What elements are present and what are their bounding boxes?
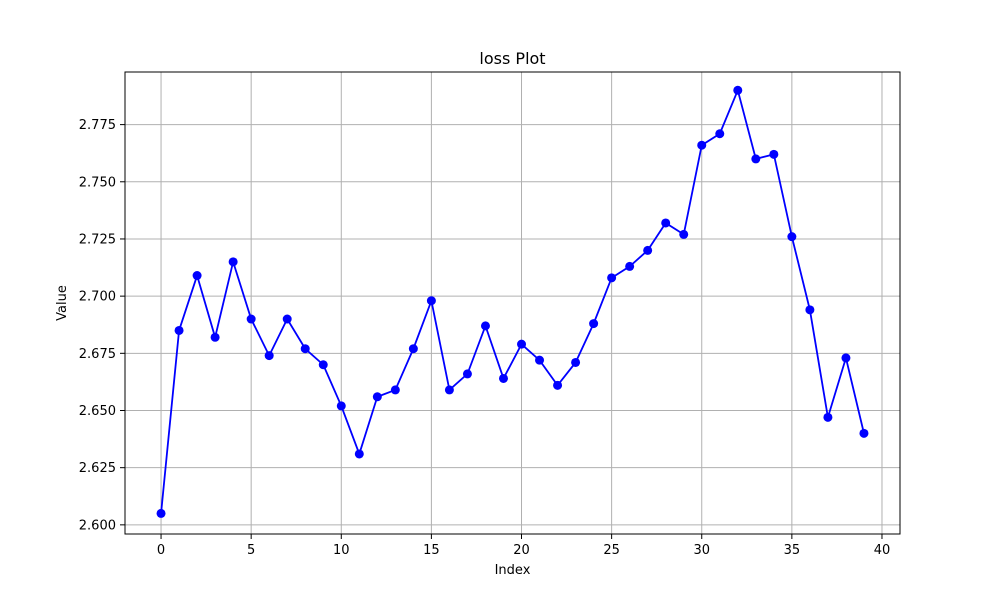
y-axis-ticks: 2.600 2.625 2.650 2.675 2.700 2.725 2.750 2.775 <box>79 118 125 533</box>
y-tick-label: 2.725 <box>79 232 116 247</box>
data-point <box>480 321 490 331</box>
data-point <box>517 339 527 349</box>
data-point <box>156 508 166 518</box>
data-point <box>787 232 797 242</box>
data-point <box>589 319 599 329</box>
data-point <box>679 229 689 239</box>
data-point <box>444 385 454 395</box>
data-point <box>282 314 292 324</box>
data-point <box>823 412 833 422</box>
data-point <box>607 273 617 283</box>
y-tick-label: 2.775 <box>79 118 116 133</box>
data-point <box>300 344 310 354</box>
data-point <box>841 353 851 363</box>
x-tick-label: 25 <box>603 543 620 558</box>
data-point <box>715 129 725 139</box>
data-point <box>733 85 743 95</box>
data-point <box>318 360 328 370</box>
data-point <box>553 380 563 390</box>
x-tick-label: 15 <box>423 543 440 558</box>
x-tick-label: 5 <box>247 543 255 558</box>
data-point <box>174 325 184 335</box>
x-tick-label: 30 <box>693 543 710 558</box>
data-point <box>228 257 238 267</box>
data-point <box>661 218 671 228</box>
chart-title: loss Plot <box>479 49 545 68</box>
data-point <box>390 385 400 395</box>
data-point <box>372 392 382 402</box>
y-tick-label: 2.600 <box>79 518 116 533</box>
data-point <box>498 373 508 383</box>
x-tick-label: 35 <box>784 543 801 558</box>
data-point <box>535 355 545 365</box>
x-axis-label: Index <box>495 563 531 578</box>
x-tick-label: 10 <box>333 543 350 558</box>
series-points <box>156 85 869 518</box>
data-point <box>264 351 274 361</box>
data-point <box>859 428 869 438</box>
x-axis-ticks: 0 5 10 15 20 25 30 35 40 <box>157 534 890 558</box>
data-point <box>354 449 364 459</box>
x-tick-label: 40 <box>874 543 891 558</box>
y-tick-label: 2.750 <box>79 175 116 190</box>
x-tick-label: 0 <box>157 543 165 558</box>
y-tick-label: 2.675 <box>79 347 116 362</box>
series-line <box>160 87 865 514</box>
data-point <box>462 369 472 379</box>
y-tick-label: 2.625 <box>79 461 116 476</box>
grid-lines <box>125 72 900 534</box>
data-point <box>408 344 418 354</box>
plot-frame <box>124 71 901 535</box>
data-point <box>625 261 635 271</box>
data-point <box>697 140 707 150</box>
data-point <box>210 332 220 342</box>
data-point <box>426 296 436 306</box>
y-tick-label: 2.700 <box>79 290 116 305</box>
data-point <box>336 401 346 411</box>
data-point <box>769 149 779 159</box>
data-point <box>571 357 581 367</box>
data-point <box>805 305 815 315</box>
data-point <box>192 271 202 281</box>
data-point <box>246 314 256 324</box>
y-axis-label: Value <box>55 285 70 321</box>
x-tick-label: 20 <box>513 543 530 558</box>
y-tick-label: 2.650 <box>79 404 116 419</box>
data-point <box>643 245 653 255</box>
data-point <box>751 154 761 164</box>
